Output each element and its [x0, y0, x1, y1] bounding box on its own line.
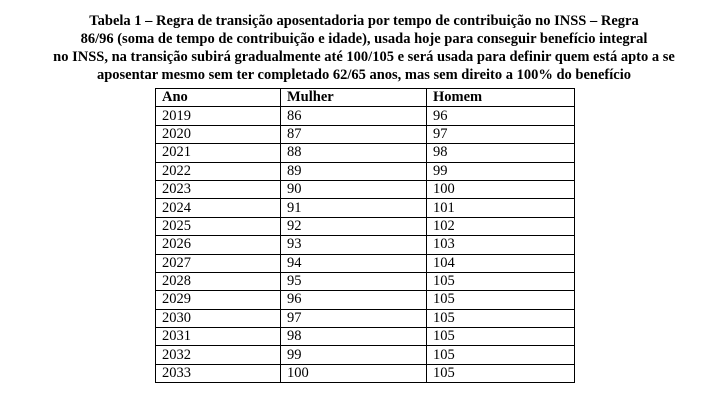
- cell-ano: 2019: [155, 106, 281, 126]
- cell-ano: 2024: [155, 198, 281, 218]
- cell-mulher: 96: [280, 290, 427, 310]
- table-row: 2020 87 97: [155, 124, 575, 145]
- cell-homem: 101: [426, 198, 575, 218]
- cell-homem: 104: [426, 253, 575, 273]
- cell-ano: 2027: [155, 253, 281, 273]
- table-row: 2031 98 105: [155, 327, 575, 347]
- cell-ano: 2031: [155, 327, 281, 347]
- cell-homem: 105: [426, 308, 575, 329]
- cell-mulher: 92: [280, 216, 427, 237]
- table-row: 2023 90 100: [155, 179, 575, 200]
- caption-line: 86/96 (soma de tempo de contribuição e i…: [80, 31, 648, 47]
- cell-mulher: 98: [280, 327, 427, 347]
- cell-mulher: 86: [280, 106, 427, 126]
- cell-homem: 103: [426, 235, 575, 255]
- cell-homem: 105: [426, 345, 575, 365]
- cell-mulher: 100: [280, 363, 427, 384]
- cell-mulher: 99: [280, 345, 427, 365]
- cell-homem: 105: [426, 271, 575, 292]
- table-row: 2032 99 105: [155, 345, 575, 365]
- table-header-row: Ano Mulher Homem: [155, 87, 575, 108]
- cell-ano: 2025: [155, 216, 281, 237]
- table-row: 2029 96 105: [155, 290, 575, 310]
- cell-ano: 2026: [155, 235, 281, 255]
- column-header-homem: Homem: [426, 87, 575, 108]
- cell-mulher: 93: [280, 235, 427, 255]
- cell-homem: 98: [426, 143, 575, 163]
- cell-ano: 2022: [155, 161, 281, 181]
- table-row: 2033 100 105: [155, 363, 575, 384]
- table-row: 2021 88 98: [155, 143, 575, 163]
- caption-line: no INSS, na transição subirá gradualment…: [53, 49, 675, 65]
- column-header-ano: Ano: [155, 87, 281, 108]
- table-row: 2027 94 104: [155, 253, 575, 273]
- column-header-mulher: Mulher: [280, 87, 427, 108]
- cell-homem: 105: [426, 327, 575, 347]
- cell-homem: 105: [426, 290, 575, 310]
- table-row: 2024 91 101: [155, 198, 575, 218]
- cell-ano: 2029: [155, 290, 281, 310]
- cell-homem: 97: [426, 124, 575, 145]
- table-row: 2028 95 105: [155, 271, 575, 292]
- cell-homem: 102: [426, 216, 575, 237]
- cell-mulher: 97: [280, 308, 427, 329]
- table-row: 2026 93 103: [155, 235, 575, 255]
- transition-rules-table: Ano Mulher Homem 2019 86 96 2020 87 97 2…: [155, 87, 575, 384]
- table-row: 2025 92 102: [155, 216, 575, 237]
- caption-line: aposentar mesmo sem ter completado 62/65…: [96, 67, 632, 83]
- cell-mulher: 89: [280, 161, 427, 181]
- cell-mulher: 94: [280, 253, 427, 273]
- cell-ano: 2021: [155, 143, 281, 163]
- cell-homem: 96: [426, 106, 575, 126]
- cell-mulher: 87: [280, 124, 427, 145]
- cell-mulher: 88: [280, 143, 427, 163]
- cell-mulher: 95: [280, 271, 427, 292]
- cell-mulher: 90: [280, 179, 427, 200]
- cell-ano: 2033: [155, 363, 281, 384]
- cell-homem: 99: [426, 161, 575, 181]
- cell-ano: 2028: [155, 271, 281, 292]
- cell-homem: 105: [426, 363, 575, 384]
- table-row: 2030 97 105: [155, 308, 575, 329]
- table-row: 2022 89 99: [155, 161, 575, 181]
- caption-line: Tabela 1 – Regra de transição aposentado…: [89, 13, 639, 29]
- cell-ano: 2023: [155, 179, 281, 200]
- table-row: 2019 86 96: [155, 106, 575, 126]
- cell-mulher: 91: [280, 198, 427, 218]
- cell-homem: 100: [426, 179, 575, 200]
- cell-ano: 2030: [155, 308, 281, 329]
- table-caption: Tabela 1 – Regra de transição aposentado…: [0, 12, 728, 84]
- cell-ano: 2020: [155, 124, 281, 145]
- cell-ano: 2032: [155, 345, 281, 365]
